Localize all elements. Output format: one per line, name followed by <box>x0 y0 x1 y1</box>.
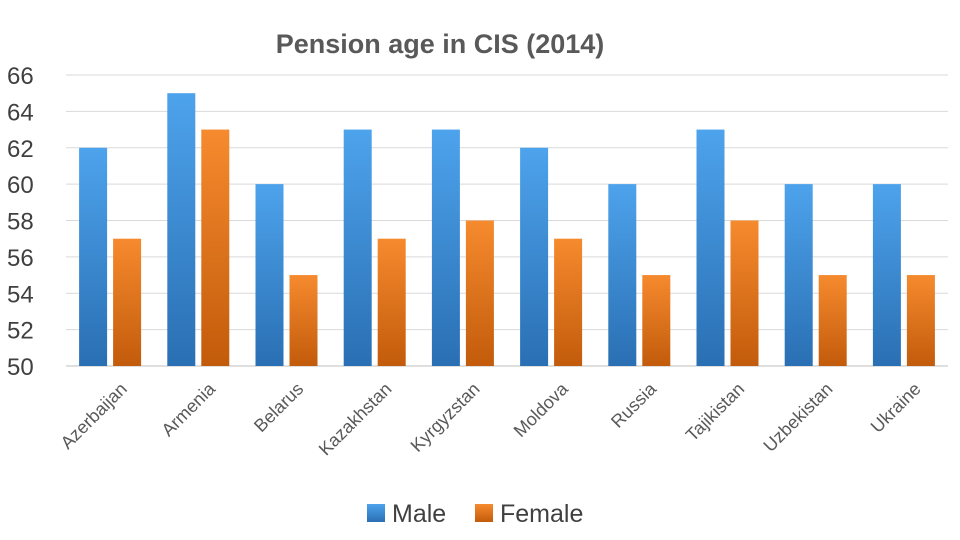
legend-swatch-female <box>475 504 493 522</box>
x-tick-label: Uzbekistan <box>759 379 836 456</box>
bar-male-armenia <box>167 93 196 366</box>
x-tick-label: Kazakhstan <box>315 379 396 460</box>
bar-female-belarus <box>289 275 318 366</box>
bar-female-uzbekistan <box>818 275 847 366</box>
bar-male-kyrgyzstan <box>431 129 460 366</box>
x-tick-label: Ukraine <box>867 379 925 437</box>
bar-female-azerbaijan <box>113 238 142 366</box>
x-tick-label: Moldova <box>510 378 573 441</box>
x-tick-label: Tajikistan <box>682 379 748 445</box>
y-tick-label: 56 <box>7 245 34 272</box>
legend: Male Female <box>367 500 583 528</box>
bar-female-kazakhstan <box>377 238 406 366</box>
y-tick-label: 50 <box>7 354 34 381</box>
bar-female-russia <box>642 275 671 366</box>
x-axis-ticks: Azerbaijan Armenia Belarus Kazakhstan Kyrgyz… <box>57 378 925 459</box>
y-tick-label: 54 <box>7 281 34 308</box>
bar-male-azerbaijan <box>79 147 108 366</box>
bar-male-uzbekistan <box>784 184 813 366</box>
bar-female-moldova <box>554 238 583 366</box>
x-tick-label: Armenia <box>158 378 220 440</box>
bar-male-moldova <box>520 147 549 366</box>
x-tick-label: Azerbaijan <box>57 379 131 453</box>
bar-male-tajikistan <box>696 129 725 366</box>
bar-female-armenia <box>201 129 230 366</box>
chart-title: Pension age in CIS (2014) <box>276 29 605 59</box>
x-tick-label: Russia <box>607 378 661 432</box>
legend-swatch-male <box>367 504 385 522</box>
bar-male-russia <box>608 184 637 366</box>
y-tick-label: 58 <box>7 209 34 236</box>
bar-male-belarus <box>255 184 284 366</box>
y-axis-ticks: 50 52 54 56 58 60 62 64 66 <box>7 63 34 381</box>
y-tick-label: 66 <box>7 63 34 90</box>
y-tick-label: 62 <box>7 136 34 163</box>
y-tick-label: 60 <box>7 172 34 199</box>
x-tick-label: Belarus <box>250 379 307 436</box>
bar-female-ukraine <box>906 275 935 366</box>
y-tick-label: 64 <box>7 99 34 126</box>
gridlines <box>66 74 948 367</box>
legend-label-male: Male <box>392 500 446 528</box>
legend-label-female: Female <box>500 500 583 528</box>
bars <box>79 93 935 366</box>
bar-male-kazakhstan <box>343 129 372 366</box>
bar-male-ukraine <box>872 184 901 366</box>
bar-female-tajikistan <box>730 220 759 366</box>
x-tick-label: Kyrgyzstan <box>407 379 484 456</box>
bar-female-kyrgyzstan <box>465 220 494 366</box>
y-tick-label: 52 <box>7 318 34 345</box>
